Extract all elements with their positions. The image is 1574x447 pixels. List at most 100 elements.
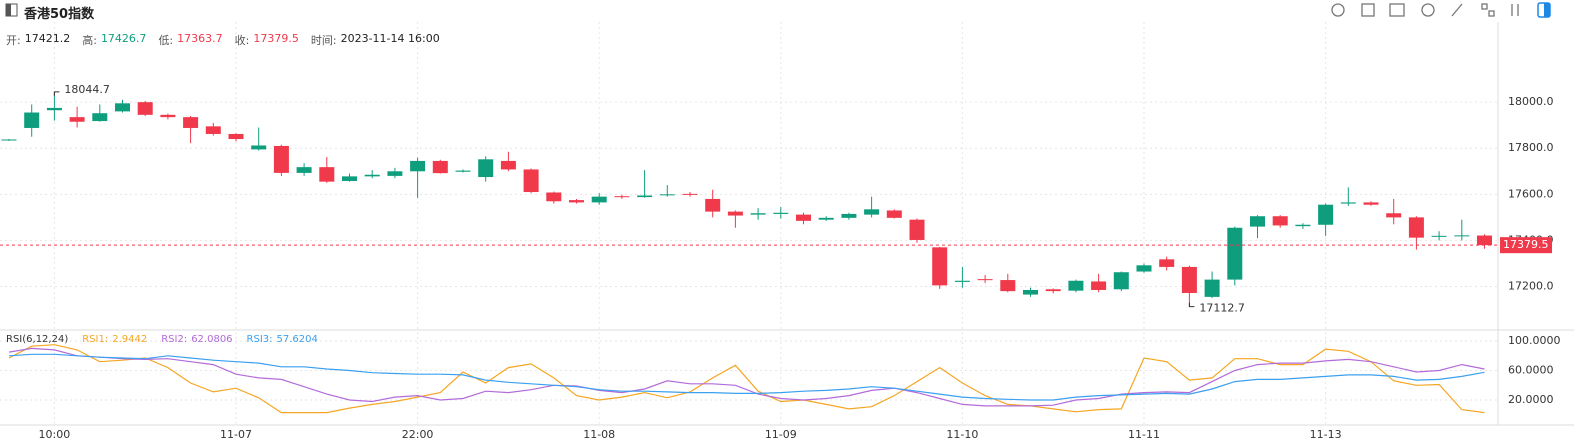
candle-body: [796, 214, 811, 221]
candle-body: [92, 113, 108, 122]
legend-value: 57.6204: [276, 334, 318, 345]
candle-body: [954, 280, 970, 282]
legend-title: RSI(6,12,24): [6, 334, 69, 345]
candle-body: [727, 211, 743, 216]
y-tick-label: 17200.0: [1508, 280, 1554, 293]
candle-body: [1318, 204, 1334, 225]
candle-body: [1159, 259, 1175, 267]
candle-body: [614, 196, 630, 198]
info-value: 17379.5: [253, 32, 299, 45]
candle-body: [1363, 202, 1379, 205]
x-tick-label: 11-09: [765, 428, 797, 441]
candle-body: [591, 196, 607, 203]
candle-body: [569, 200, 584, 203]
candle-body: [1431, 235, 1447, 237]
candle-body: [1091, 281, 1107, 290]
info-value: 17426.7: [100, 32, 147, 45]
x-tick-label: 11-08: [583, 428, 615, 441]
info-label: 收:: [234, 34, 250, 47]
info-value: 17421.2: [24, 32, 71, 45]
candle-body: [296, 167, 312, 173]
draw-icon[interactable]: [1361, 3, 1375, 17]
candle-body: [1477, 235, 1492, 246]
indicator-icon[interactable]: [1389, 3, 1405, 17]
candle-body: [160, 114, 176, 118]
rsi-line: [8, 347, 1485, 407]
candle-body: [682, 193, 698, 195]
candle-body: [909, 219, 925, 240]
candle-body: [864, 209, 880, 215]
low-label: 17112.7: [1199, 302, 1245, 315]
panel-icon-fill: [1544, 3, 1550, 17]
candle-body: [319, 167, 335, 182]
y-tick-label: 17800.0: [1508, 141, 1554, 154]
y-tick-label: 60.0000: [1508, 364, 1554, 377]
candle-body: [1023, 289, 1038, 295]
candle-body: [342, 176, 357, 181]
candle-body: [183, 117, 199, 128]
menu-icon-fill: [6, 4, 11, 16]
layout-icon[interactable]: [1481, 3, 1488, 10]
candle-body: [932, 247, 948, 286]
candle-body: [546, 192, 562, 202]
layout-icon-2: [1488, 10, 1495, 17]
x-tick-label: 11-10: [946, 428, 978, 441]
candle-body: [137, 102, 153, 115]
candle-body: [523, 169, 539, 193]
ohlc-info: 开: 17421.2 高: 17426.7 低: 17363.7 收: 17379.5 时间: 2…: [6, 32, 448, 48]
legend-value: 2.9442: [112, 334, 148, 345]
legend-name: RSI2:: [161, 334, 188, 345]
candle-body: [1113, 272, 1129, 290]
info-label: 高:: [82, 34, 97, 47]
candle-body: [251, 145, 267, 150]
percent-icon[interactable]: [1451, 3, 1463, 17]
candle-body: [69, 117, 85, 122]
candle-body: [1454, 235, 1470, 237]
high-label: 18044.7: [64, 83, 110, 96]
title: 香港50指数: [24, 7, 95, 22]
candle-body: [478, 159, 494, 178]
candle-body: [1181, 266, 1197, 293]
candle-body: [1227, 227, 1243, 280]
y-tick-label: 18000.0: [1508, 95, 1554, 108]
candle-body: [773, 212, 789, 214]
info-label: 时间:: [310, 34, 337, 47]
rsi-line: [8, 353, 1485, 401]
candle-body: [273, 145, 289, 173]
candle-body: [1068, 280, 1084, 291]
x-tick-label: 10:00: [39, 428, 71, 441]
y-tick-label: 100.0000: [1508, 334, 1561, 347]
pie-icon[interactable]: [1421, 3, 1435, 17]
candle-body: [750, 213, 766, 215]
x-tick-label: 11-07: [220, 428, 252, 441]
low-marker: [1188, 302, 1195, 308]
candle-body: [115, 103, 130, 112]
candle-body: [387, 171, 403, 176]
legend-name: RSI1:: [82, 334, 109, 345]
candle-body: [886, 210, 902, 218]
candle-body: [455, 170, 471, 172]
candle-body: [1340, 202, 1356, 204]
legend-name: RSI3:: [246, 334, 273, 345]
candle-body: [1250, 216, 1265, 227]
candle-body: [659, 194, 675, 196]
x-tick-label: 11-11: [1128, 428, 1160, 441]
last-price-box: [1500, 237, 1552, 254]
candle-body: [1386, 213, 1402, 218]
candle-body: [637, 195, 653, 198]
y-tick-label: 20.0000: [1508, 393, 1554, 406]
last-price-label: 17379.5: [1503, 238, 1549, 251]
candle-body: [818, 217, 834, 220]
candle-body: [1204, 279, 1220, 297]
candle-body: [364, 174, 380, 177]
candle-body: [977, 279, 993, 281]
candle-body: [410, 160, 426, 172]
rsi-line: [8, 344, 1485, 414]
rsi-legend: RSI(6,12,24) RSI1: 2.9442 RSI2: 62.0806 RSI3:…: [6, 334, 328, 345]
candle-body: [1295, 224, 1311, 227]
legend-value: 62.0806: [191, 334, 233, 345]
info-label: 开:: [6, 34, 21, 47]
candle-body: [205, 126, 221, 134]
refresh-icon[interactable]: [1331, 3, 1345, 17]
